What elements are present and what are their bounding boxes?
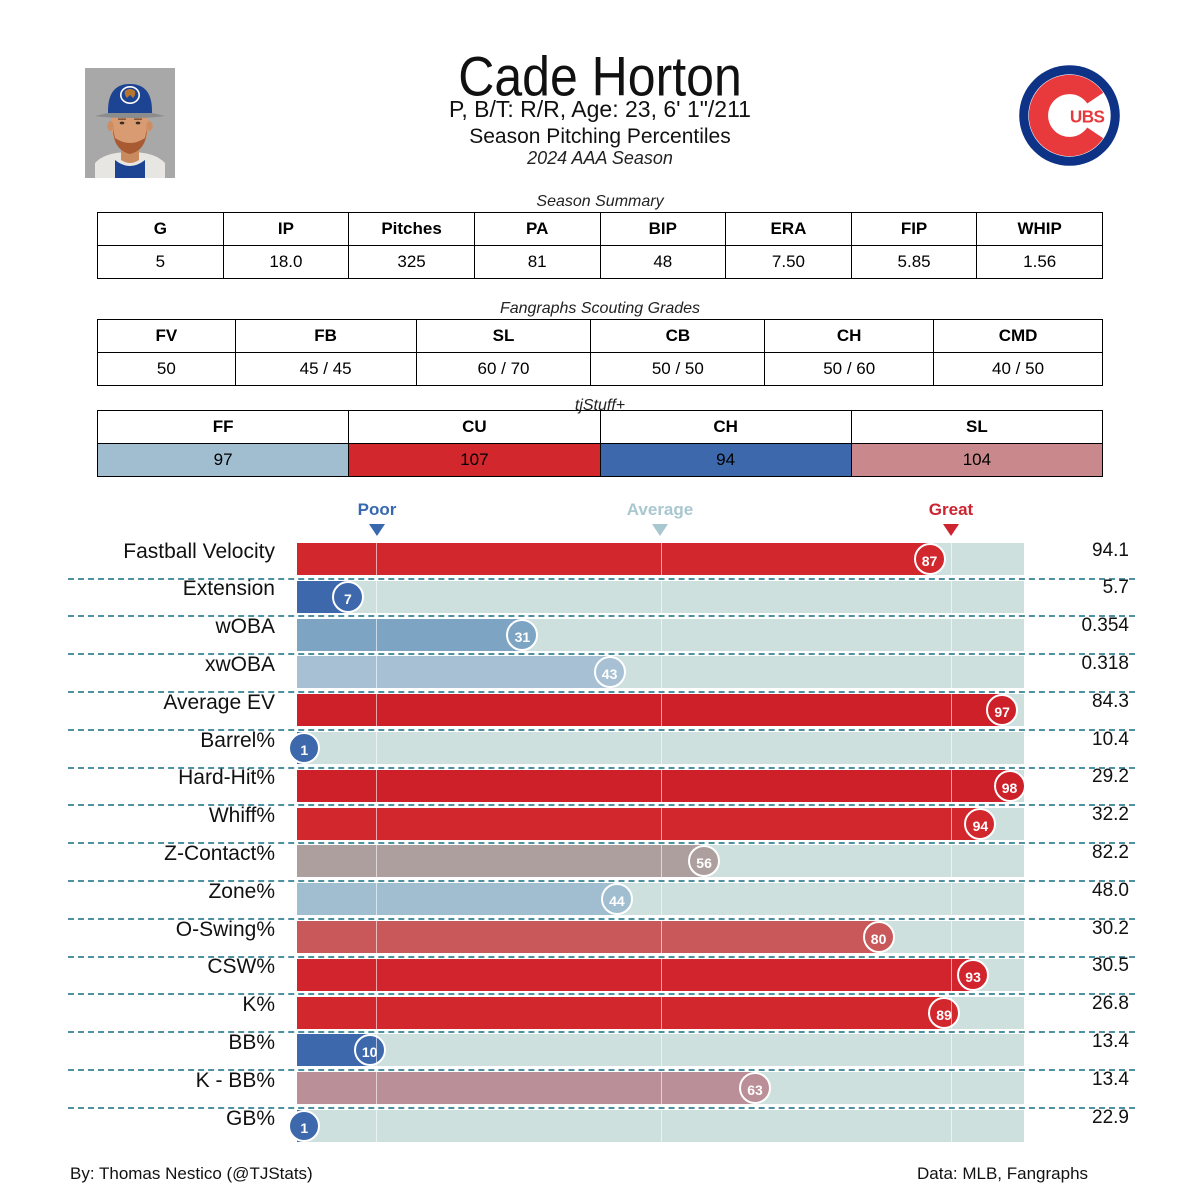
svg-text:UBS: UBS xyxy=(1070,107,1105,126)
